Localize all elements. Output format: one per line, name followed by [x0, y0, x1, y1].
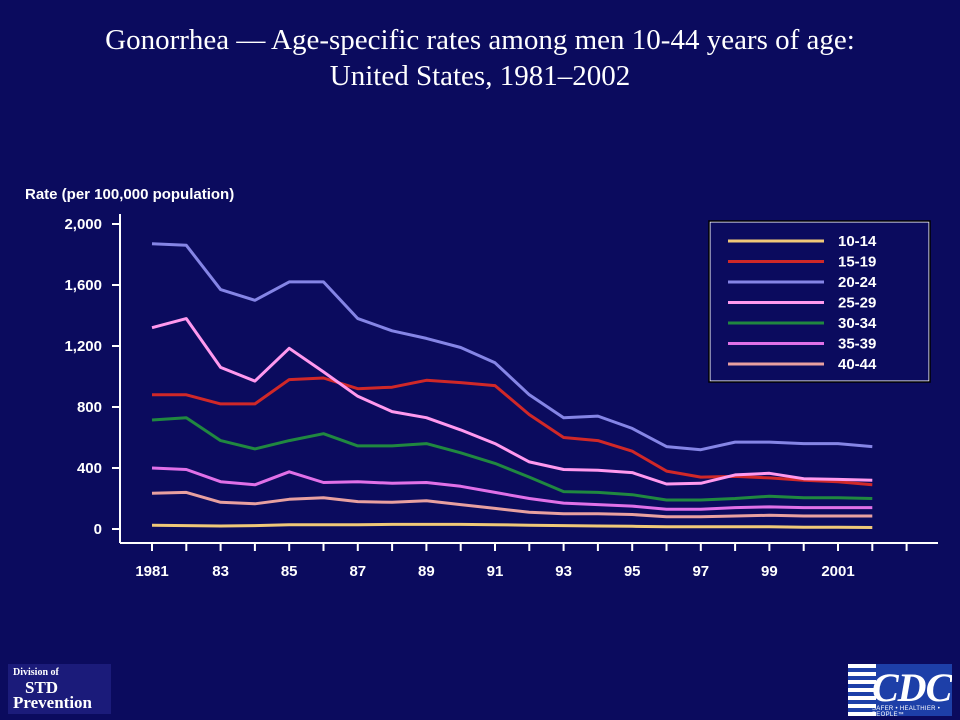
std-logo-line1: Division of — [13, 667, 59, 678]
std-division-logo: Division of STD Prevention — [8, 664, 111, 714]
y-tick-label-800: 800 — [77, 399, 102, 416]
legend-label-30-34: 30-34 — [838, 315, 877, 332]
legend-label-15-19: 15-19 — [838, 254, 876, 271]
cdc-logo: CDC SAFER • HEALTHIER • PEOPLE™ — [848, 664, 952, 716]
series-line-15-19 — [152, 376, 873, 487]
x-tick-label-1981: 1981 — [135, 563, 168, 580]
x-tick-label-1991: 91 — [487, 563, 504, 580]
y-tick-label-400: 400 — [77, 460, 102, 477]
std-logo-line2: STD — [25, 678, 59, 697]
legend-label-10-14: 10-14 — [838, 233, 877, 250]
series-line-10-14 — [151, 522, 873, 529]
x-tick-label-1997: 97 — [692, 563, 709, 580]
series-line-35-39 — [151, 466, 873, 511]
x-tick-label-1999: 99 — [761, 563, 778, 580]
legend-label-40-44: 40-44 — [838, 356, 877, 373]
series-line-30-34 — [151, 416, 873, 502]
std-logo-line3: Prevention — [13, 693, 93, 712]
legend-label-25-29: 25-29 — [838, 295, 876, 312]
y-axis-label: Rate (per 100,000 population) — [25, 186, 235, 203]
x-tick-label-1995: 95 — [624, 563, 641, 580]
x-tick-label-1983: 83 — [212, 563, 229, 580]
x-tick-label-2001: 2001 — [821, 563, 854, 580]
legend-label-20-24: 20-24 — [838, 274, 877, 291]
y-tick-label-1200: 1,200 — [64, 338, 102, 355]
legend-label-35-39: 35-39 — [838, 336, 876, 353]
x-tick-label-1989: 89 — [418, 563, 435, 580]
series-line-20-24 — [151, 242, 873, 452]
y-tick-label-1600: 1,600 — [64, 277, 102, 294]
chart-title-line1: Gonorrhea — Age-specific rates among men… — [105, 24, 855, 56]
chart-title-line2: United States, 1981–2002 — [329, 60, 631, 92]
x-tick-label-1993: 93 — [555, 563, 572, 580]
x-tick-label-1987: 87 — [349, 563, 366, 580]
cdc-logo-stripes — [848, 664, 876, 716]
series-line-40-44 — [151, 490, 873, 519]
y-tick-label-2000: 2,000 — [64, 216, 102, 233]
cdc-logo-text: CDC — [872, 665, 952, 710]
chart-title: Gonorrhea — Age-specific rates among men… — [0, 22, 960, 94]
cdc-logo-tagline: SAFER • HEALTHIER • PEOPLE™ — [872, 706, 941, 716]
y-tick-label-0: 0 — [94, 521, 102, 538]
series-line-25-29 — [151, 317, 873, 486]
x-tick-label-1985: 85 — [281, 563, 298, 580]
